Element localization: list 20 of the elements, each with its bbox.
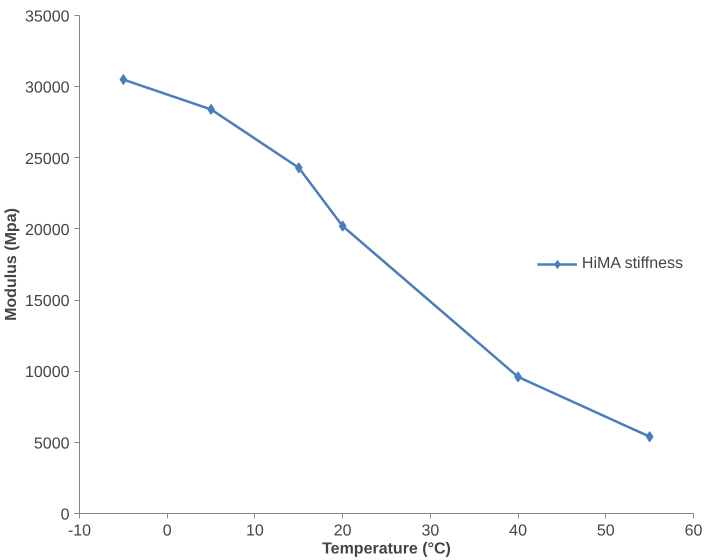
x-tick-label: 60 bbox=[684, 522, 702, 540]
x-tick-label: 40 bbox=[509, 522, 528, 540]
y-tick-label: 20000 bbox=[25, 222, 70, 239]
y-tick-label: 0 bbox=[60, 506, 70, 524]
y-tick-label: 15000 bbox=[25, 293, 70, 310]
legend-label: HiMA stiffness bbox=[582, 255, 683, 273]
x-axis-title: Temperature (°C) bbox=[322, 540, 451, 558]
y-tick-label: 30000 bbox=[25, 80, 70, 97]
x-tick-label: 10 bbox=[246, 522, 264, 540]
y-tick-label: 5000 bbox=[34, 435, 70, 452]
x-tick-label: 0 bbox=[162, 522, 172, 540]
y-axis-title: Modulus (Mpa) bbox=[3, 208, 20, 321]
x-tick-label: -10 bbox=[68, 522, 92, 540]
x-tick-label: 30 bbox=[421, 522, 440, 540]
x-tick-label: 50 bbox=[596, 522, 615, 540]
x-tick-label: 20 bbox=[334, 522, 352, 540]
point bbox=[294, 162, 303, 174]
y-tick-label: 10000 bbox=[25, 364, 70, 382]
y-tick-label: 25000 bbox=[25, 150, 70, 168]
y-tick-label: 35000 bbox=[25, 8, 70, 26]
